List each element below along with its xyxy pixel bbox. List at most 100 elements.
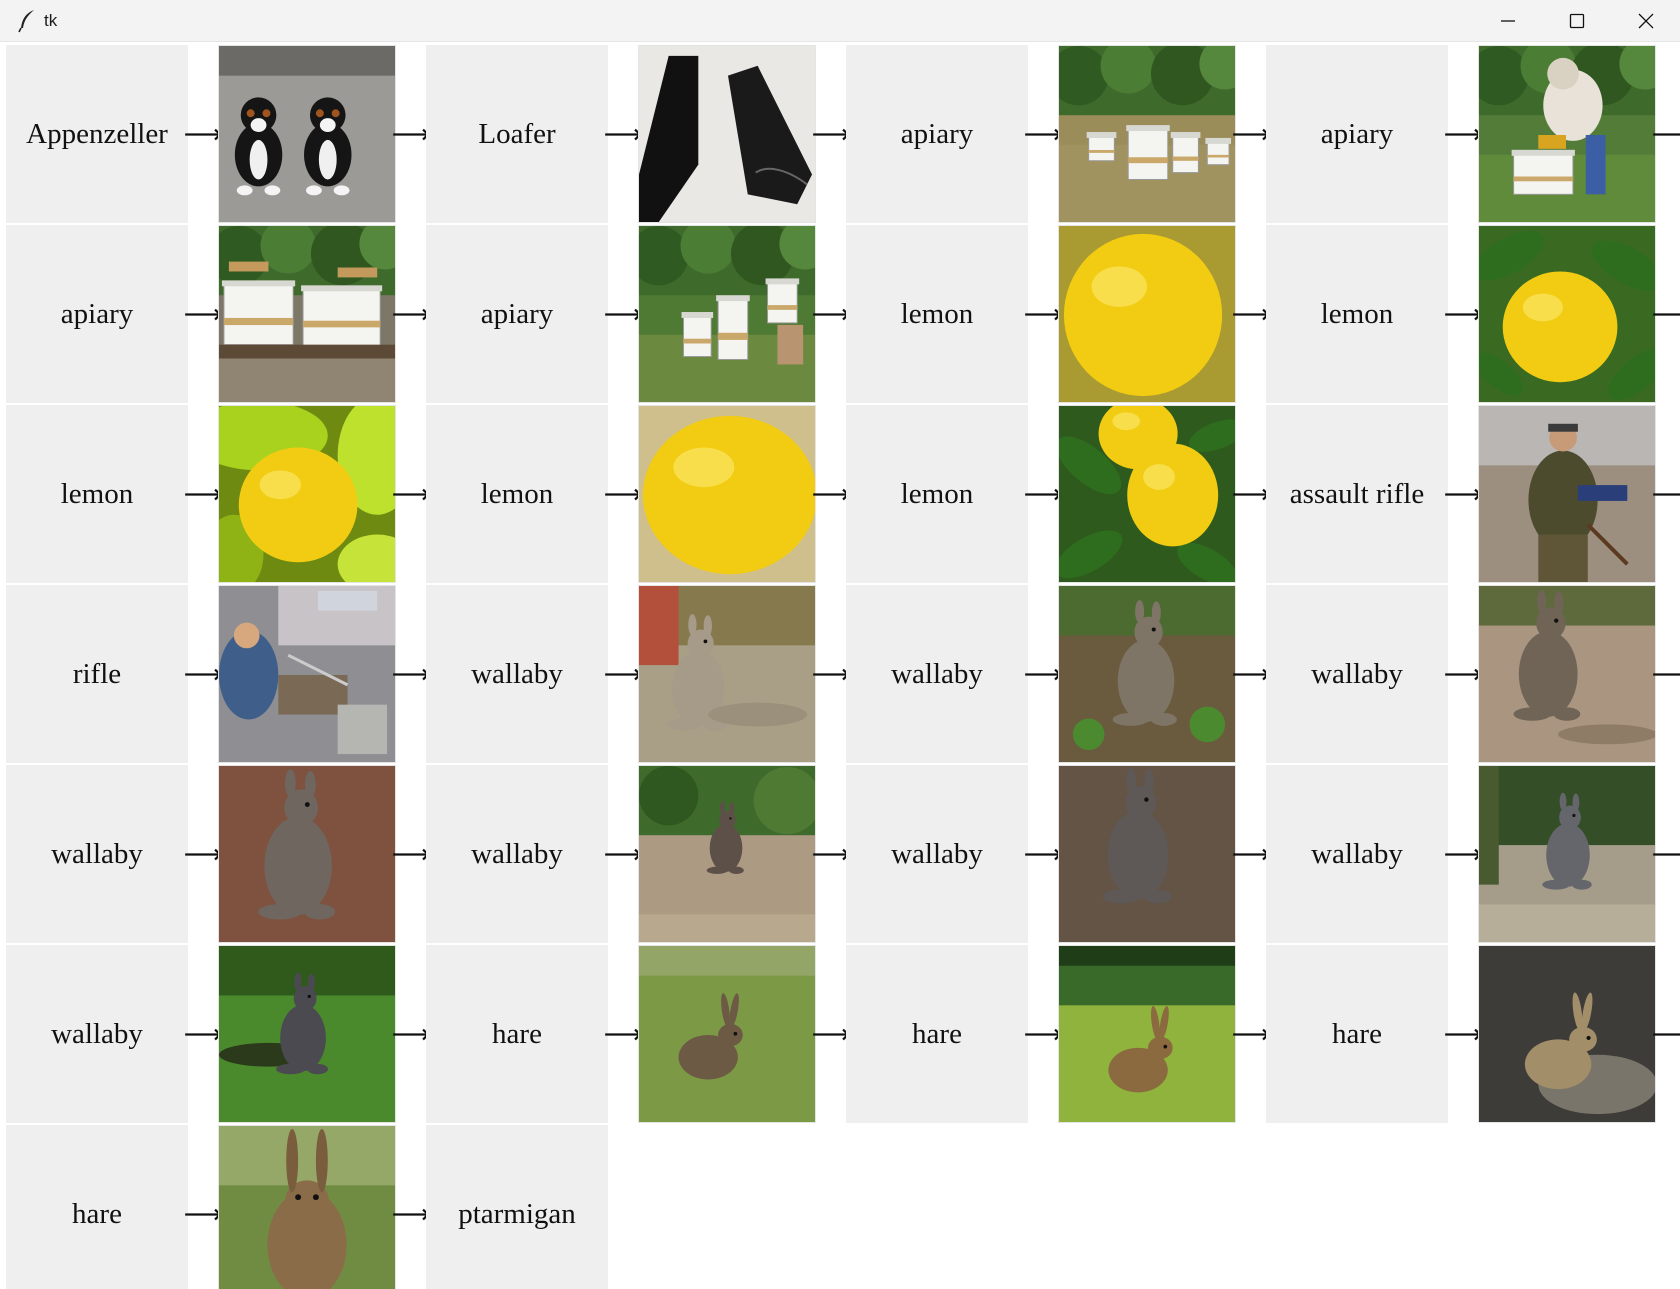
arrow-right-icon: ⟶	[391, 118, 431, 150]
maximize-button[interactable]	[1543, 0, 1611, 42]
arrow-right-icon: ⟶	[603, 298, 643, 330]
class-label: apiary	[426, 225, 608, 403]
class-label: Appenzeller	[6, 45, 188, 223]
maximize-icon	[1569, 13, 1585, 29]
class-label: wallaby	[426, 585, 608, 763]
close-icon	[1638, 13, 1654, 29]
arrow-right-icon: ⟶	[1023, 478, 1063, 510]
photo-wallaby-resting	[638, 585, 816, 763]
photo-apiary-forest	[1058, 45, 1236, 223]
arrow-right-icon: ⟶	[1023, 1018, 1063, 1050]
arrow-right-icon: ⟶	[391, 838, 431, 870]
class-label: wallaby	[1266, 765, 1448, 943]
close-button[interactable]	[1612, 0, 1680, 42]
photo-lemon-closeup-2	[638, 405, 816, 583]
minimize-icon	[1501, 20, 1515, 22]
arrow-right-icon: ⟶	[1231, 118, 1271, 150]
class-label: hare	[6, 1125, 188, 1289]
photo-hare-portrait	[218, 1125, 396, 1289]
photo-wallaby-dirt	[1058, 765, 1236, 943]
photo-beehives-metal	[218, 225, 396, 403]
photo-wallaby-bush	[1478, 765, 1656, 943]
chain-row: apiary ⟶ ⟶ apiary ⟶ ⟶ lemon ⟶ ⟶ lemon ⟶ ⟶	[6, 225, 1680, 405]
arrow-right-icon: ⟶	[811, 838, 851, 870]
photo-hare-field	[638, 945, 816, 1123]
class-label: apiary	[6, 225, 188, 403]
arrow-right-icon: ⟶	[603, 658, 643, 690]
photo-wallaby-path	[638, 765, 816, 943]
class-label: lemon	[6, 405, 188, 583]
arrow-right-icon: ⟶	[1443, 658, 1483, 690]
arrow-right-icon: ⟶	[1651, 118, 1680, 150]
arrow-right-icon: ⟶	[1443, 298, 1483, 330]
chain-row: hare ⟶ ⟶ ptarmigan	[6, 1125, 1680, 1289]
chain-row: lemon ⟶ ⟶ lemon ⟶ ⟶ lemon ⟶ ⟶ assault rifle ⟶ ⟶	[6, 405, 1680, 585]
arrow-right-icon: ⟶	[811, 658, 851, 690]
arrow-right-icon: ⟶	[1443, 838, 1483, 870]
class-label: lemon	[426, 405, 608, 583]
arrow-right-icon: ⟶	[1231, 298, 1271, 330]
arrow-right-icon: ⟶	[811, 298, 851, 330]
chain-row: rifle ⟶ ⟶ wallaby ⟶ ⟶ wallaby ⟶ ⟶ wallaby ⟶ ⟶	[6, 585, 1680, 765]
arrow-right-icon: ⟶	[391, 298, 431, 330]
arrow-right-icon: ⟶	[1443, 118, 1483, 150]
photo-hare-dark-ground	[1478, 945, 1656, 1123]
arrow-right-icon: ⟶	[1443, 1018, 1483, 1050]
photo-apiary-garden	[638, 225, 816, 403]
arrow-right-icon: ⟶	[1023, 298, 1063, 330]
window-title: tk	[44, 11, 58, 30]
arrow-right-icon: ⟶	[183, 658, 223, 690]
arrow-right-icon: ⟶	[183, 478, 223, 510]
photo-wallaby-sitting	[1478, 585, 1656, 763]
class-label: hare	[426, 945, 608, 1123]
chain-row: wallaby ⟶ ⟶ hare ⟶ ⟶ hare ⟶ ⟶ hare ⟶ ⟶	[6, 945, 1680, 1125]
class-label: Loafer	[426, 45, 608, 223]
class-label: lemon	[846, 405, 1028, 583]
arrow-right-icon: ⟶	[1231, 1018, 1271, 1050]
image-chain-grid: Appenzeller ⟶ ⟶ Loafer ⟶ ⟶ apiary ⟶ ⟶ apiary ⟶ ⟶ api…	[6, 45, 1680, 1289]
feather-icon	[18, 10, 34, 33]
class-label: wallaby	[846, 585, 1028, 763]
arrow-right-icon: ⟶	[391, 658, 431, 690]
arrow-right-icon: ⟶	[1651, 1018, 1680, 1050]
class-label: lemon	[846, 225, 1028, 403]
arrow-right-icon: ⟶	[1231, 838, 1271, 870]
arrow-right-icon: ⟶	[603, 478, 643, 510]
class-label: apiary	[846, 45, 1028, 223]
photo-hare-tall-grass	[1058, 945, 1236, 1123]
photo-two-dogs	[218, 45, 396, 223]
photo-wallaby-mulch	[218, 765, 396, 943]
arrow-right-icon: ⟶	[183, 1198, 223, 1230]
arrow-right-icon: ⟶	[1443, 478, 1483, 510]
arrow-right-icon: ⟶	[811, 478, 851, 510]
photo-lemon-on-tree	[1478, 225, 1656, 403]
arrow-right-icon: ⟶	[183, 118, 223, 150]
arrow-right-icon: ⟶	[183, 838, 223, 870]
chain-row: wallaby ⟶ ⟶ wallaby ⟶ ⟶ wallaby ⟶ ⟶ wallaby ⟶ ⟶	[6, 765, 1680, 945]
class-label: apiary	[1266, 45, 1448, 223]
photo-beekeeper	[1478, 45, 1656, 223]
photo-loafer-shoes	[638, 45, 816, 223]
arrow-right-icon: ⟶	[1231, 478, 1271, 510]
class-label: wallaby	[846, 765, 1028, 943]
class-label: ptarmigan	[426, 1125, 608, 1289]
minimize-button[interactable]	[1474, 0, 1542, 42]
class-label: hare	[846, 945, 1028, 1123]
arrow-right-icon: ⟶	[603, 838, 643, 870]
arrow-right-icon: ⟶	[183, 1018, 223, 1050]
arrow-right-icon: ⟶	[1231, 658, 1271, 690]
photo-rabbit-grass	[218, 945, 396, 1123]
class-label: lemon	[1266, 225, 1448, 403]
class-label: wallaby	[6, 765, 188, 943]
arrow-right-icon: ⟶	[603, 1018, 643, 1050]
arrow-right-icon: ⟶	[1651, 658, 1680, 690]
arrow-right-icon: ⟶	[1651, 478, 1680, 510]
class-label: rifle	[6, 585, 188, 763]
title-bar: tk	[0, 0, 1680, 42]
class-label: hare	[1266, 945, 1448, 1123]
class-label: wallaby	[6, 945, 188, 1123]
arrow-right-icon: ⟶	[1023, 838, 1063, 870]
class-label: assault rifle	[1266, 405, 1448, 583]
class-label: wallaby	[426, 765, 608, 943]
arrow-right-icon: ⟶	[1023, 658, 1063, 690]
